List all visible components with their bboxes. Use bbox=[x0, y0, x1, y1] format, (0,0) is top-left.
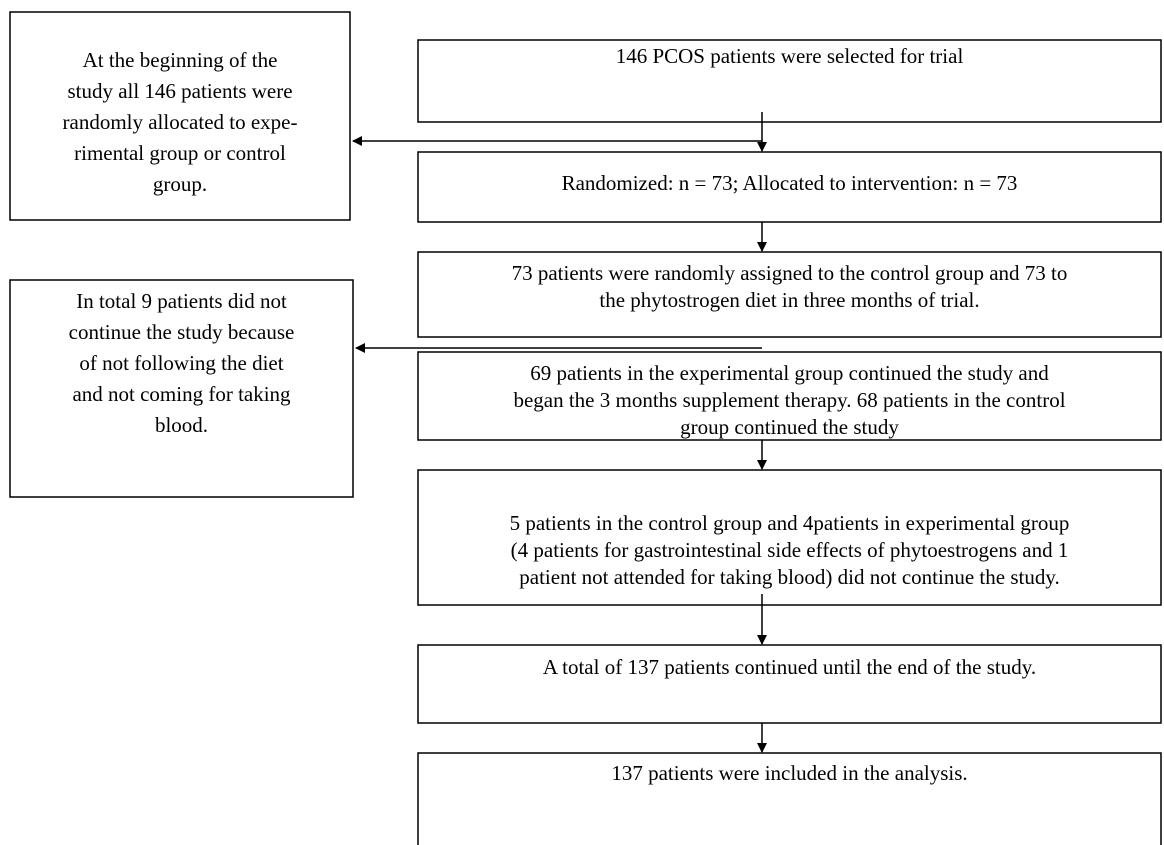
box-text: group. bbox=[153, 172, 207, 196]
box-text: of not following the diet bbox=[79, 351, 283, 375]
box-text: In total 9 patients did not bbox=[76, 289, 287, 313]
box-text: continue the study because bbox=[69, 320, 295, 344]
flow-box: 5 patients in the control group and 4pat… bbox=[417, 469, 1162, 606]
box-text: 137 patients were included in the analys… bbox=[611, 761, 967, 785]
box-text: (4 patients for gastrointestinal side ef… bbox=[511, 538, 1069, 562]
box bbox=[417, 151, 1162, 223]
flow-box: Randomized: n = 73; Allocated to interve… bbox=[417, 151, 1162, 223]
box bbox=[9, 279, 354, 498]
box bbox=[417, 251, 1162, 338]
flow-box: In total 9 patients did not continue the … bbox=[9, 279, 354, 498]
arrows bbox=[352, 112, 767, 753]
flow-box: At the beginning of the study all 146 pat… bbox=[9, 11, 351, 221]
box bbox=[417, 351, 1162, 441]
box bbox=[417, 752, 1162, 845]
box-text: study all 146 patients were bbox=[67, 79, 292, 103]
box-text: 73 patients were randomly assigned to th… bbox=[512, 261, 1068, 285]
box-text: Randomized: n = 73; Allocated to interve… bbox=[562, 171, 1018, 195]
box bbox=[9, 11, 351, 221]
box-text: blood. bbox=[155, 413, 208, 437]
flow-box: 146 PCOS patients were selected for tria… bbox=[417, 39, 1162, 123]
box-text: and not coming for taking bbox=[72, 382, 291, 406]
box-text: At the beginning of the bbox=[83, 48, 278, 72]
box-text: A total of 137 patients continued until … bbox=[543, 655, 1036, 679]
box-text: group continued the study bbox=[680, 415, 899, 439]
box bbox=[417, 644, 1162, 724]
flow-box: 69 patients in the experimental group co… bbox=[417, 351, 1162, 441]
box-text: began the 3 months supplement therapy. 6… bbox=[513, 388, 1065, 412]
box bbox=[417, 39, 1162, 123]
flow-box: 137 patients were included in the analys… bbox=[417, 752, 1162, 845]
box-text: 69 patients in the experimental group co… bbox=[530, 361, 1049, 385]
flow-box: A total of 137 patients continued until … bbox=[417, 644, 1162, 724]
box-text: randomly allocated to expe- bbox=[63, 110, 298, 134]
flow-box: 73 patients were randomly assigned to th… bbox=[417, 251, 1162, 338]
box-text: the phytostrogen diet in three months of… bbox=[599, 288, 979, 312]
box-text: 5 patients in the control group and 4pat… bbox=[510, 511, 1070, 535]
box-text: patient not attended for taking blood) d… bbox=[519, 565, 1059, 589]
box bbox=[417, 469, 1162, 606]
box-text: rimental group or control bbox=[74, 141, 286, 165]
box-text: 146 PCOS patients were selected for tria… bbox=[616, 44, 964, 68]
